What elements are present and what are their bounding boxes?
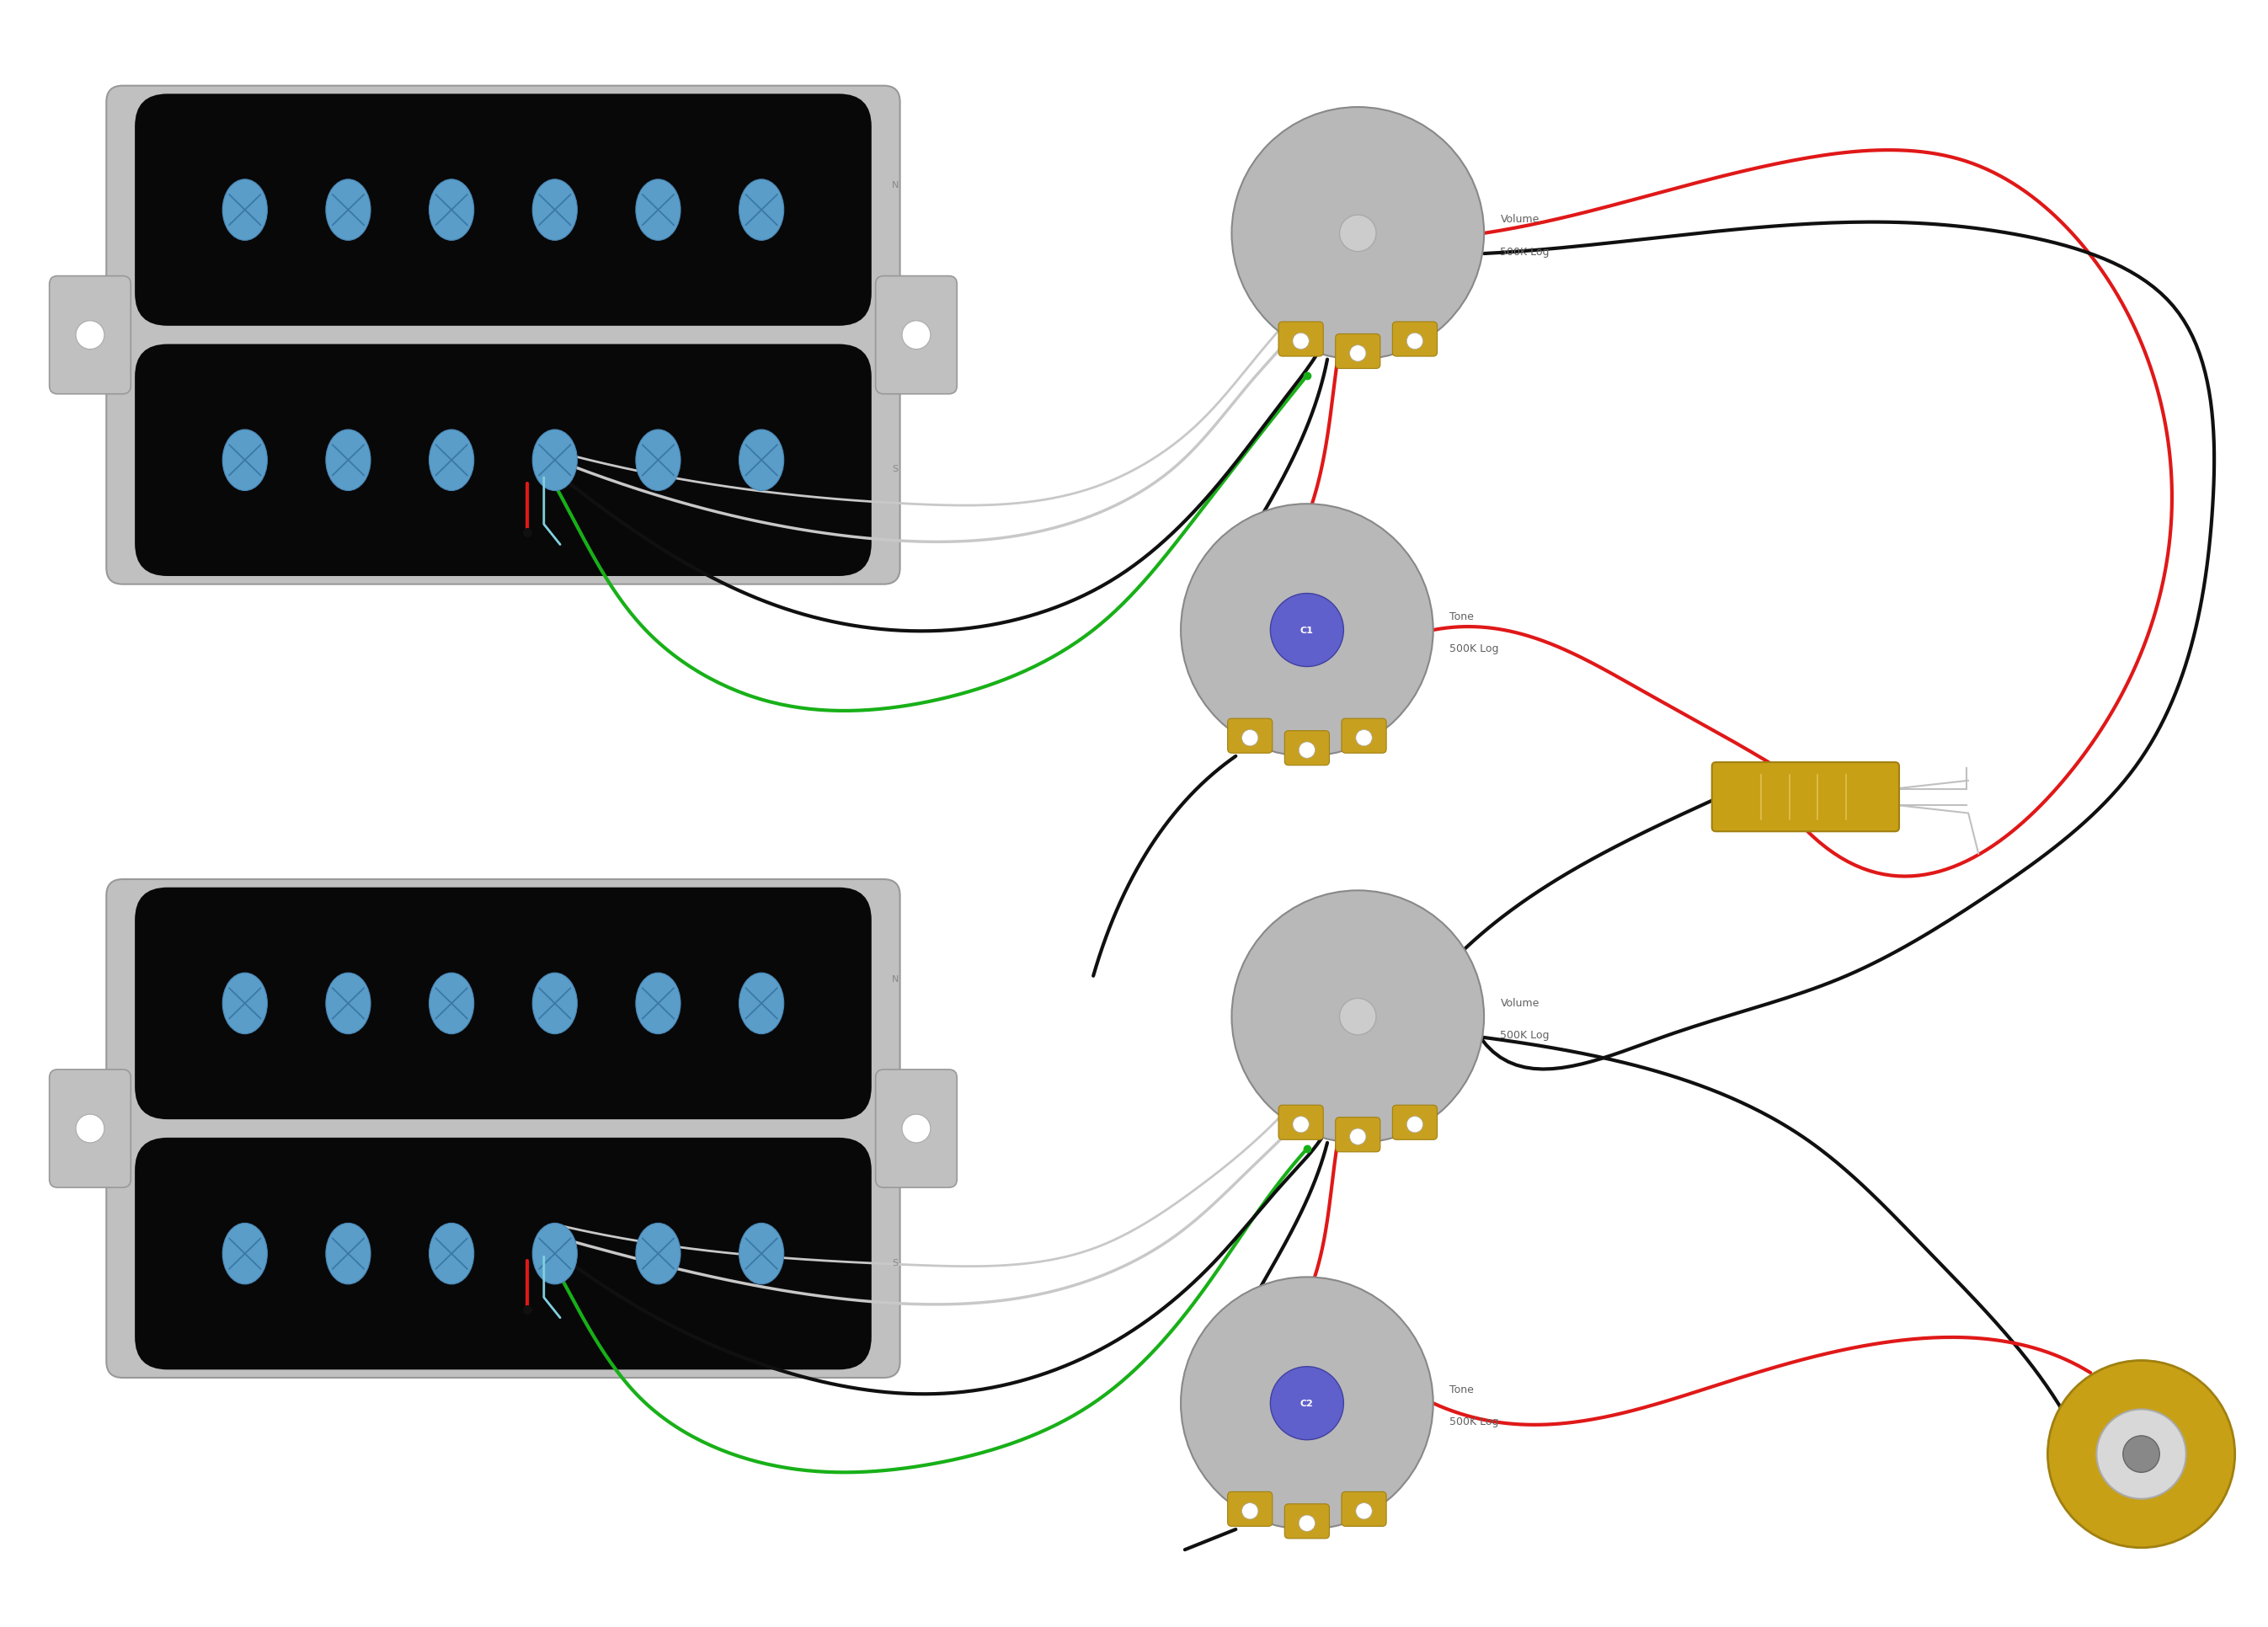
Circle shape (2048, 1360, 2234, 1547)
Ellipse shape (429, 973, 474, 1035)
FancyBboxPatch shape (1227, 719, 1272, 753)
Ellipse shape (533, 973, 578, 1035)
FancyBboxPatch shape (875, 1071, 957, 1188)
Text: S: S (891, 1258, 898, 1266)
Circle shape (1349, 1129, 1365, 1145)
Ellipse shape (222, 181, 268, 241)
Circle shape (1300, 1515, 1315, 1531)
FancyBboxPatch shape (1343, 1492, 1386, 1526)
Circle shape (1182, 1277, 1433, 1529)
FancyBboxPatch shape (107, 86, 900, 584)
Circle shape (1270, 1367, 1343, 1440)
Circle shape (1243, 731, 1259, 747)
Circle shape (1356, 1503, 1372, 1520)
Text: S: S (891, 465, 898, 473)
Ellipse shape (533, 430, 578, 491)
Text: 500K Log: 500K Log (1449, 1415, 1499, 1427)
Circle shape (1406, 334, 1422, 350)
Circle shape (75, 321, 104, 350)
Ellipse shape (739, 430, 785, 491)
Circle shape (1340, 999, 1377, 1035)
FancyBboxPatch shape (50, 277, 132, 394)
Text: Tone: Tone (1449, 1383, 1474, 1394)
Text: Volume: Volume (1501, 997, 1540, 1009)
Ellipse shape (533, 181, 578, 241)
FancyBboxPatch shape (134, 888, 871, 1119)
Circle shape (1182, 504, 1433, 757)
Ellipse shape (739, 181, 785, 241)
Circle shape (1293, 1116, 1309, 1132)
Text: 500K Log: 500K Log (1501, 247, 1549, 257)
FancyBboxPatch shape (1279, 322, 1322, 356)
Text: 500K Log: 500K Log (1501, 1030, 1549, 1041)
Ellipse shape (635, 181, 680, 241)
Ellipse shape (635, 973, 680, 1035)
FancyBboxPatch shape (1336, 335, 1381, 369)
Text: C2: C2 (1300, 1399, 1313, 1407)
Circle shape (903, 321, 930, 350)
Ellipse shape (327, 430, 370, 491)
FancyBboxPatch shape (1393, 322, 1438, 356)
FancyBboxPatch shape (1284, 731, 1329, 766)
Circle shape (1300, 742, 1315, 758)
Circle shape (2123, 1437, 2159, 1472)
FancyBboxPatch shape (1227, 1492, 1272, 1526)
Circle shape (1270, 594, 1343, 667)
Circle shape (903, 1114, 930, 1144)
Circle shape (1293, 334, 1309, 350)
Text: 500K Log: 500K Log (1449, 643, 1499, 654)
FancyBboxPatch shape (134, 94, 871, 327)
Text: N: N (891, 975, 898, 983)
FancyBboxPatch shape (1279, 1105, 1322, 1141)
Circle shape (2096, 1409, 2186, 1498)
Text: Tone: Tone (1449, 610, 1474, 622)
Ellipse shape (429, 181, 474, 241)
FancyBboxPatch shape (107, 880, 900, 1378)
Ellipse shape (222, 1224, 268, 1284)
Ellipse shape (635, 1224, 680, 1284)
Circle shape (1349, 347, 1365, 361)
Text: C1: C1 (1300, 626, 1313, 635)
FancyBboxPatch shape (1712, 763, 1898, 831)
Ellipse shape (429, 1224, 474, 1284)
Ellipse shape (222, 430, 268, 491)
Circle shape (1243, 1503, 1259, 1520)
Ellipse shape (533, 1224, 578, 1284)
FancyBboxPatch shape (50, 1071, 132, 1188)
Ellipse shape (429, 430, 474, 491)
Circle shape (1288, 612, 1325, 649)
Ellipse shape (222, 973, 268, 1035)
Ellipse shape (739, 1224, 785, 1284)
Circle shape (75, 1114, 104, 1144)
Circle shape (1356, 731, 1372, 747)
Ellipse shape (635, 430, 680, 491)
FancyBboxPatch shape (1284, 1503, 1329, 1539)
FancyBboxPatch shape (1336, 1118, 1381, 1152)
FancyBboxPatch shape (875, 277, 957, 394)
Text: Volume: Volume (1501, 215, 1540, 225)
FancyBboxPatch shape (1343, 719, 1386, 753)
Circle shape (1232, 107, 1483, 360)
FancyBboxPatch shape (134, 1137, 871, 1370)
Ellipse shape (327, 1224, 370, 1284)
Circle shape (1406, 1116, 1422, 1132)
FancyBboxPatch shape (1393, 1105, 1438, 1141)
Ellipse shape (327, 181, 370, 241)
FancyBboxPatch shape (134, 345, 871, 576)
Text: N: N (891, 181, 898, 190)
Circle shape (1340, 215, 1377, 252)
Ellipse shape (739, 973, 785, 1035)
Circle shape (1288, 1385, 1325, 1422)
Ellipse shape (327, 973, 370, 1035)
Circle shape (1232, 892, 1483, 1144)
